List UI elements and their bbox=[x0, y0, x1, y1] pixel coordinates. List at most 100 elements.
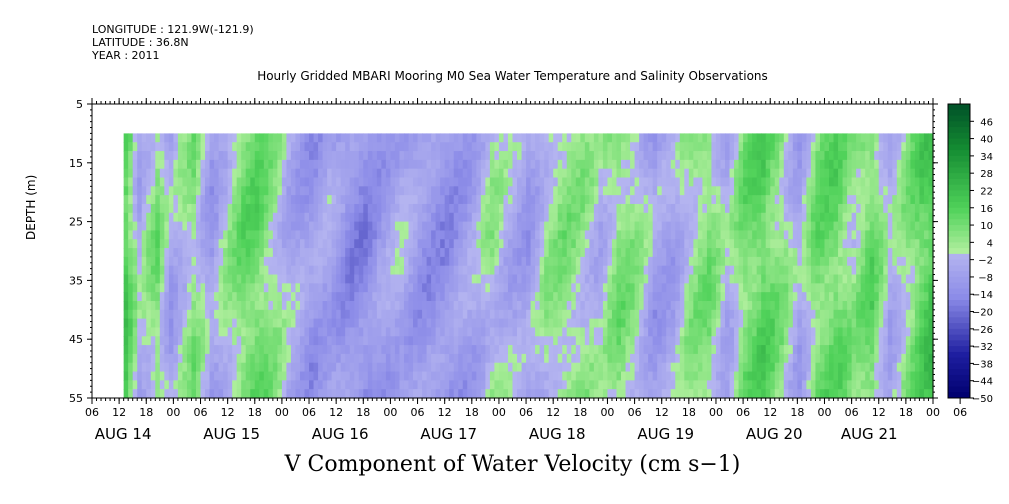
heatmap-cell bbox=[702, 336, 708, 346]
heatmap-cell bbox=[688, 309, 694, 320]
heatmap-cell bbox=[322, 186, 328, 196]
heatmap-cell bbox=[598, 389, 604, 399]
heatmap-cell bbox=[869, 212, 875, 223]
heatmap-cell bbox=[783, 309, 789, 320]
heatmap-cell bbox=[792, 362, 798, 373]
heatmap-cell bbox=[309, 274, 315, 284]
heatmap-cell bbox=[444, 389, 450, 399]
heatmap-cell bbox=[847, 177, 853, 187]
heatmap-cell bbox=[824, 283, 830, 293]
heatmap-cell bbox=[295, 318, 301, 329]
heatmap-cell bbox=[345, 318, 351, 329]
heatmap-cell bbox=[159, 300, 165, 311]
heatmap-cell bbox=[512, 248, 518, 258]
heatmap-cell bbox=[462, 336, 468, 346]
heatmap-cell bbox=[643, 168, 649, 179]
heatmap-cell bbox=[236, 248, 242, 258]
heatmap-cell bbox=[223, 221, 229, 232]
heatmap-cell bbox=[706, 256, 713, 267]
heatmap-cell bbox=[458, 151, 464, 161]
heatmap-cell bbox=[517, 195, 523, 205]
heatmap-cell bbox=[611, 230, 618, 240]
heatmap-cell bbox=[363, 309, 369, 320]
heatmap-cell bbox=[146, 371, 152, 381]
heatmap-cell bbox=[245, 151, 251, 161]
heatmap-cell bbox=[458, 318, 464, 329]
heatmap-cell bbox=[571, 212, 577, 223]
heatmap-cell bbox=[806, 336, 812, 346]
heatmap-cell bbox=[232, 230, 238, 240]
heatmap-cell bbox=[607, 389, 613, 399]
heatmap-cell bbox=[354, 309, 360, 320]
heatmap-cell bbox=[643, 212, 649, 223]
heatmap-cell bbox=[598, 203, 604, 214]
heatmap-cell bbox=[281, 389, 288, 399]
heatmap-cell bbox=[706, 274, 713, 284]
heatmap-cell bbox=[227, 159, 233, 170]
heatmap-cell bbox=[123, 274, 129, 284]
heatmap-cell bbox=[535, 186, 541, 196]
heatmap-cell bbox=[661, 380, 667, 390]
heatmap-cell bbox=[806, 362, 812, 373]
heatmap-cell bbox=[697, 274, 704, 284]
heatmap-cell bbox=[394, 362, 401, 373]
heatmap-cell bbox=[232, 362, 238, 373]
heatmap-cell bbox=[232, 142, 238, 152]
heatmap-cell bbox=[422, 221, 428, 232]
heatmap-cell bbox=[354, 133, 360, 143]
heatmap-cell bbox=[498, 239, 505, 249]
heatmap-cell bbox=[417, 327, 423, 337]
heatmap-cell bbox=[223, 380, 229, 390]
heatmap-cell bbox=[530, 248, 536, 258]
heatmap-cell bbox=[774, 300, 780, 311]
heatmap-cell bbox=[729, 195, 735, 205]
heatmap-cell bbox=[128, 168, 134, 179]
heatmap-cell bbox=[223, 239, 229, 249]
heatmap-cell bbox=[146, 389, 152, 399]
heatmap-cell bbox=[476, 274, 482, 284]
heatmap-cell bbox=[480, 380, 486, 390]
heatmap-cell bbox=[774, 195, 780, 205]
heatmap-cell bbox=[476, 203, 482, 214]
heatmap-cell bbox=[770, 212, 776, 223]
heatmap-cell bbox=[693, 345, 699, 355]
heatmap-cell bbox=[621, 274, 627, 284]
heatmap-cell bbox=[471, 327, 477, 337]
heatmap-cell bbox=[847, 318, 853, 329]
heatmap-cell bbox=[155, 230, 161, 240]
heatmap-cell bbox=[205, 292, 211, 302]
heatmap-cell bbox=[869, 151, 875, 161]
heatmap-cell bbox=[648, 318, 654, 329]
heatmap-cell bbox=[580, 274, 586, 284]
heatmap-cell bbox=[611, 159, 618, 170]
heatmap-cell bbox=[621, 362, 627, 373]
heatmap-cell bbox=[209, 362, 215, 373]
heatmap-cell bbox=[331, 265, 337, 276]
heatmap-cell bbox=[413, 142, 419, 152]
heatmap-cell bbox=[268, 203, 274, 214]
heatmap-cell bbox=[435, 345, 441, 355]
heatmap-cell bbox=[589, 362, 595, 373]
heatmap-cell bbox=[747, 362, 753, 373]
heatmap-cell bbox=[838, 203, 844, 214]
heatmap-cell bbox=[833, 248, 839, 258]
heatmap-cell bbox=[684, 256, 690, 267]
heatmap-cell bbox=[544, 239, 550, 249]
heatmap-cell bbox=[711, 380, 717, 390]
heatmap-cell bbox=[272, 203, 278, 214]
heatmap-cell bbox=[304, 309, 310, 320]
heatmap-cell bbox=[236, 159, 242, 170]
heatmap-cell bbox=[752, 389, 758, 399]
heatmap-cell bbox=[191, 389, 197, 399]
heatmap-cell bbox=[358, 309, 364, 320]
heatmap-cell bbox=[688, 212, 694, 223]
heatmap-cell bbox=[376, 371, 382, 381]
heatmap-cell bbox=[517, 371, 523, 381]
heatmap-cell bbox=[467, 309, 473, 320]
heatmap-cell bbox=[833, 221, 839, 232]
heatmap-cell bbox=[272, 221, 278, 232]
heatmap-cell bbox=[580, 371, 586, 381]
heatmap-cell bbox=[128, 133, 134, 143]
heatmap-cell bbox=[218, 371, 224, 381]
heatmap-cell bbox=[774, 292, 780, 302]
